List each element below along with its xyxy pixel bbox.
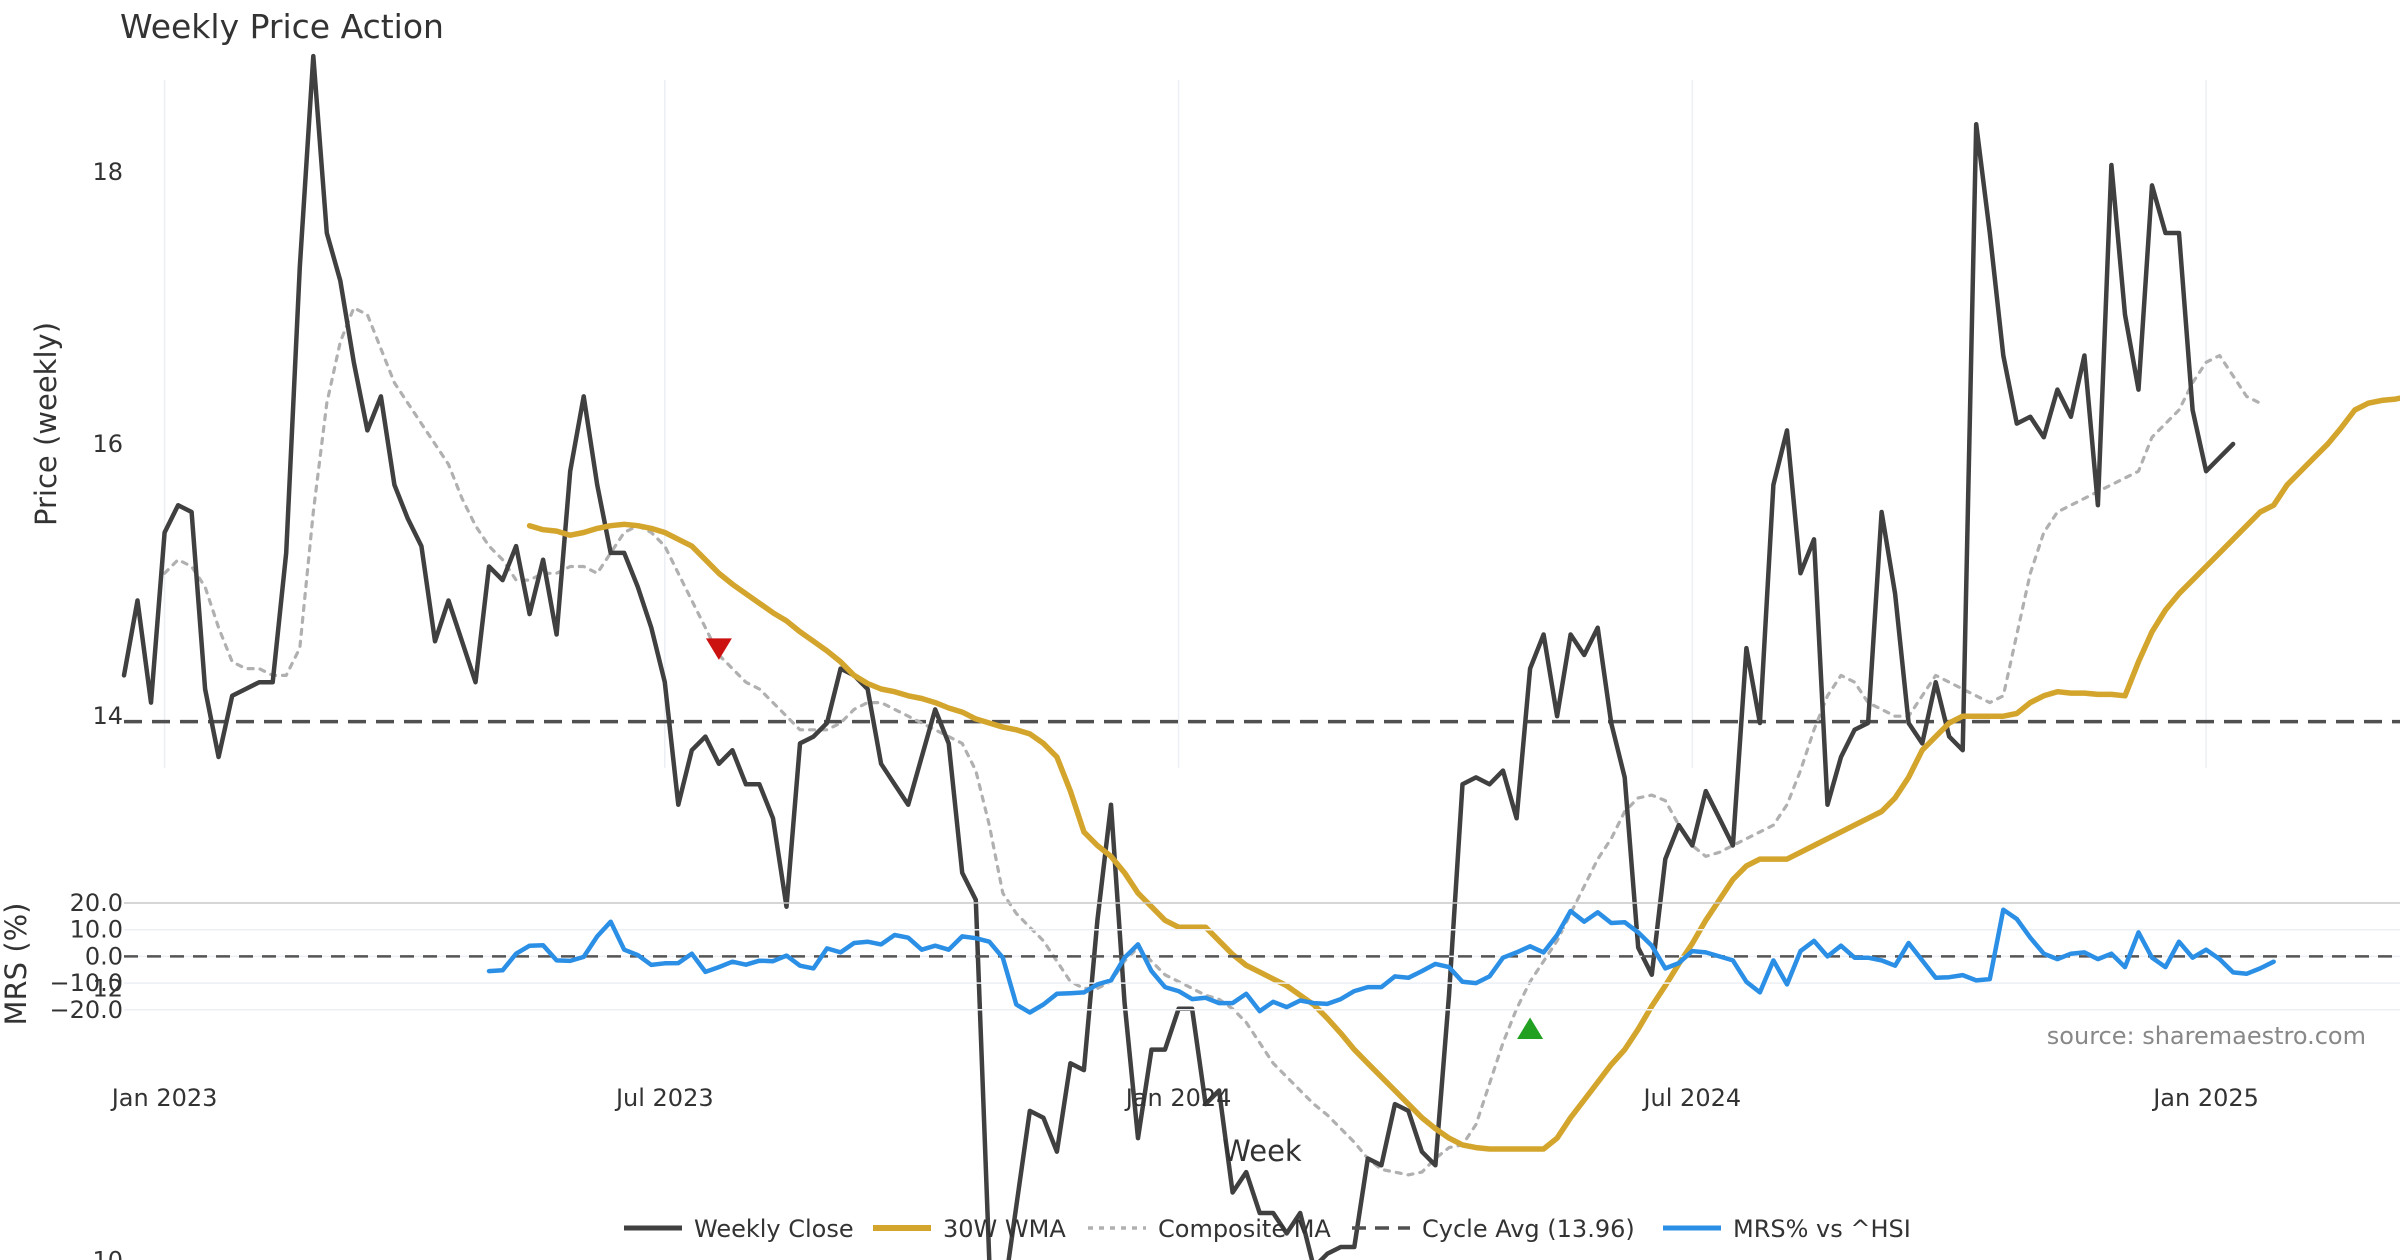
price-ytick: 14 <box>92 702 123 730</box>
mrs-ytick: 0.0 <box>85 942 123 970</box>
source-note: source: sharemaestro.com <box>2047 1022 2366 1050</box>
chart-title: Weekly Price Action <box>120 7 444 46</box>
weekly-close-line <box>121 53 2236 1260</box>
x-axis: Jan 2023 Jul 2023 Jan 2024 Jul 2024 Jan 2025… <box>110 1084 2259 1112</box>
x-tick-label: Jul 2023 <box>614 1084 714 1112</box>
x-tick-label: Jan 2025 <box>2151 1084 2259 1112</box>
legend-label-mrs: MRS% vs ^HSI <box>1733 1215 1911 1243</box>
legend-label-close: Weekly Close <box>694 1215 854 1243</box>
wma-line <box>526 395 2400 1152</box>
mrs-ytick: −10.0 <box>49 969 123 997</box>
legend-item-composite: Composite MA <box>1088 1215 1331 1243</box>
mrs-y-label: MRS (%) <box>0 903 33 1026</box>
price-ytick: 10 <box>92 1247 123 1260</box>
price-ytick: 16 <box>92 430 123 458</box>
mrs-panel: 20.010.00.0−10.0−20.0 MRS (%) <box>0 889 2400 1025</box>
mrs-line <box>486 907 2276 1015</box>
legend-item-cycle: Cycle Avg (13.96) <box>1352 1215 1635 1243</box>
legend-label-cycle: Cycle Avg (13.96) <box>1422 1215 1635 1243</box>
legend-item-mrs: MRS% vs ^HSI <box>1663 1215 1911 1243</box>
mrs-ytick: 20.0 <box>70 889 123 917</box>
composite-ma-line <box>163 306 2262 1177</box>
mrs-ytick: −20.0 <box>49 996 123 1024</box>
legend-label-composite: Composite MA <box>1158 1215 1331 1243</box>
legend: Weekly Close 30W WMA Composite MA Cycle Avg… <box>624 1215 1911 1243</box>
price-panel: 10 12 14 16 18 Price (weekly) <box>29 53 2400 1260</box>
x-tick-label: Jan 2024 <box>1124 1084 1232 1112</box>
mrs-ytick: 10.0 <box>70 916 123 944</box>
legend-label-wma: 30W WMA <box>943 1215 1066 1243</box>
price-y-label: Price (weekly) <box>29 322 63 526</box>
legend-item-close: Weekly Close <box>624 1215 854 1243</box>
x-axis-label: Week <box>1222 1134 1302 1168</box>
x-tick-label: Jul 2024 <box>1641 1084 1741 1112</box>
price-ytick: 18 <box>92 158 123 186</box>
price-ytick: 12 <box>92 974 123 1002</box>
sell-signal-marker <box>705 638 732 660</box>
buy-signal-marker <box>1517 1017 1544 1039</box>
x-tick-label: Jan 2023 <box>110 1084 218 1112</box>
legend-item-wma: 30W WMA <box>873 1215 1066 1243</box>
